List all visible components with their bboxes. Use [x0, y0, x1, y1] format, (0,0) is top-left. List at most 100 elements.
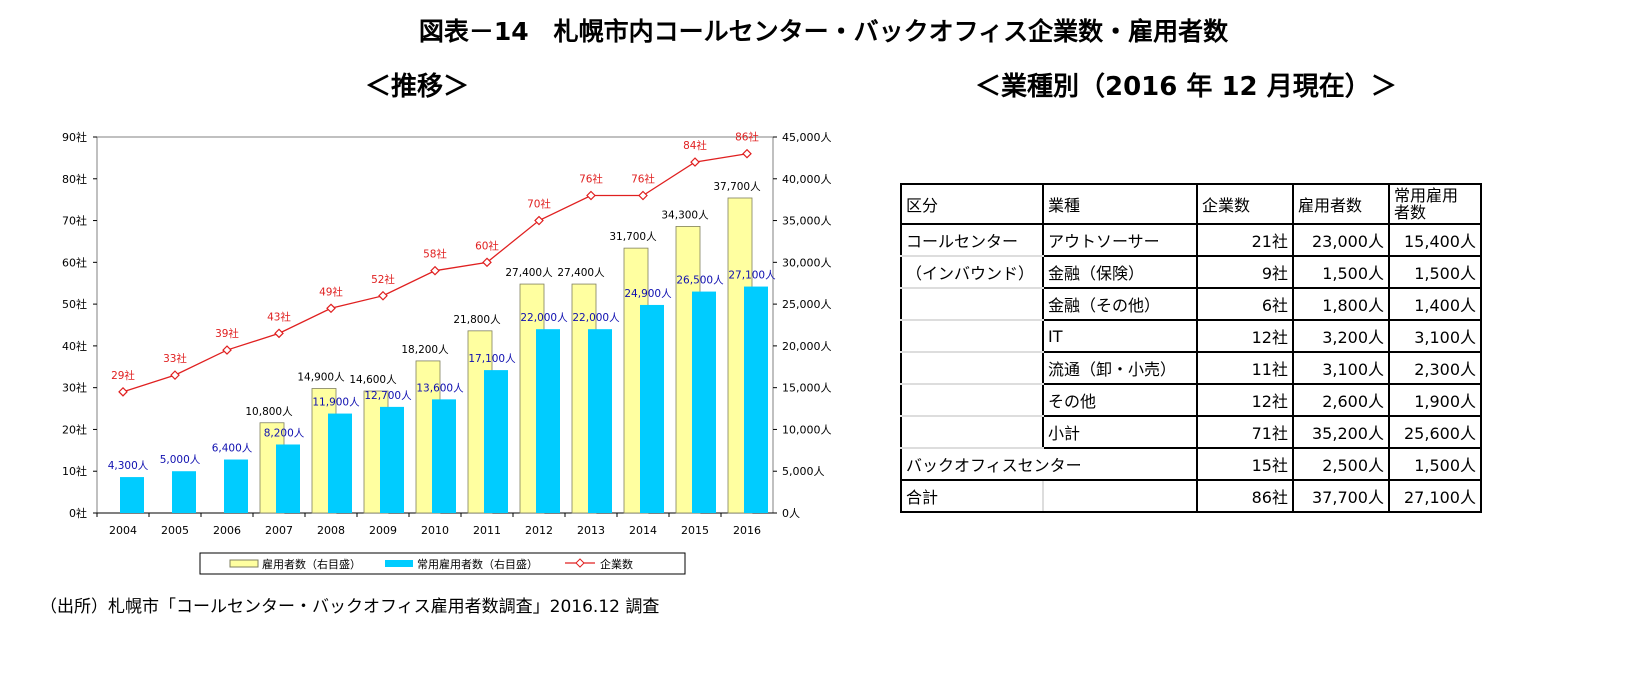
- cell-companies: 86社: [1196, 479, 1294, 513]
- regular-employees-bar-label: 12,700人: [364, 390, 412, 402]
- table-row: 流通（卸・小売） 11社 3,100人 2,300人: [900, 351, 1482, 385]
- regular-employees-bar-label: 27,100人: [728, 270, 776, 282]
- cell-companies: 71社: [1196, 415, 1294, 449]
- regular-employees-bar: [536, 329, 560, 513]
- table-row: 小計 71社 35,200人 25,600人: [900, 415, 1482, 449]
- table-row: IT 12社 3,200人 3,100人: [900, 319, 1482, 353]
- right-tick-label: 30,000人: [782, 256, 832, 269]
- regular-employees-bar-label: 6,400人: [212, 443, 253, 455]
- companies-label: 70社: [527, 198, 551, 211]
- cell-regular-employees: 27,100人: [1388, 479, 1482, 513]
- regular-employees-bar: [172, 471, 196, 513]
- regular-employees-bar-label: 11,900人: [312, 397, 360, 409]
- x-tick-label: 2012: [525, 524, 553, 537]
- right-tick-label: 45,000人: [782, 131, 832, 144]
- regular-employees-bar-label: 17,100人: [468, 353, 516, 365]
- companies-marker: [586, 190, 596, 201]
- header-companies: 企業数: [1196, 183, 1294, 225]
- regular-employees-bar: [432, 399, 456, 513]
- right-tick-label: 20,000人: [782, 340, 832, 353]
- cell-category: [900, 319, 1044, 353]
- x-tick-label: 2004: [109, 524, 137, 537]
- x-tick-label: 2005: [161, 524, 189, 537]
- regular-employees-bar: [120, 477, 144, 513]
- companies-marker: [482, 257, 492, 268]
- regular-employees-bar: [692, 291, 716, 513]
- companies-marker: [222, 345, 232, 355]
- employees-bar-label: 14,900人: [297, 372, 345, 384]
- employees-bar-label: 27,400人: [557, 267, 605, 279]
- regular-employees-bar: [588, 329, 612, 513]
- regular-employees-bar-label: 4,300人: [108, 460, 149, 472]
- companies-marker: [118, 386, 128, 397]
- table-row: バックオフィスセンター 15社 2,500人 1,500人: [900, 447, 1482, 481]
- x-tick-label: 2013: [577, 524, 605, 537]
- right-tick-label: 35,000人: [782, 215, 832, 228]
- cell-industry: 金融（その他）: [1042, 287, 1198, 321]
- cell-industry: 小計: [1042, 415, 1198, 449]
- left-tick-label: 70社: [62, 214, 87, 228]
- companies-label: 60社: [475, 239, 499, 252]
- table-header-row: 区分 業種 企業数 雇用者数 常用雇用 者数: [900, 183, 1482, 225]
- x-tick-label: 2015: [681, 524, 709, 537]
- companies-marker: [170, 370, 180, 380]
- regular-employees-bar: [380, 406, 404, 513]
- header-regular-employees: 常用雇用 者数: [1388, 183, 1482, 225]
- companies-marker: [534, 215, 544, 226]
- right-tick-label: 25,000人: [782, 298, 832, 311]
- cell-companies: 9社: [1196, 255, 1294, 289]
- cell-category: コールセンター: [900, 223, 1044, 257]
- x-tick-label: 2008: [317, 524, 345, 537]
- legend-companies-marker: [575, 558, 585, 568]
- cell-category: 合計: [900, 479, 1044, 513]
- cell-companies: 15社: [1196, 447, 1294, 481]
- cell-industry: 金融（保険）: [1042, 255, 1198, 289]
- cell-regular-employees: 3,100人: [1388, 319, 1482, 353]
- regular-employees-bar: [276, 444, 300, 513]
- companies-label: 49社: [319, 285, 343, 298]
- companies-marker: [690, 157, 700, 167]
- cell-regular-employees: 15,400人: [1388, 223, 1482, 257]
- regular-employees-bar: [640, 304, 664, 513]
- cell-category: [900, 287, 1044, 321]
- cell-industry: 流通（卸・小売）: [1042, 351, 1198, 385]
- cell-regular-employees: 1,500人: [1388, 255, 1482, 289]
- cell-employees: 37,700人: [1292, 479, 1390, 513]
- table-row: 金融（その他） 6社 1,800人 1,400人: [900, 287, 1482, 321]
- cell-category: （インバウンド）: [900, 255, 1044, 289]
- cell-industry: その他: [1042, 383, 1198, 417]
- industry-table: 区分 業種 企業数 雇用者数 常用雇用 者数 コールセンター アウトソーサー 21社 2…: [900, 183, 1482, 513]
- companies-marker: [430, 265, 440, 276]
- companies-label: 76社: [631, 172, 655, 185]
- employees-bar-label: 31,700人: [609, 231, 657, 243]
- legend-companies-label: 企業数: [600, 557, 633, 571]
- left-tick-label: 40社: [62, 339, 87, 353]
- header-line-1: 常用雇用: [1394, 186, 1459, 205]
- companies-label: 29社: [111, 369, 135, 382]
- cell-industry: IT: [1042, 319, 1198, 353]
- left-tick-label: 30社: [62, 381, 87, 395]
- cell-regular-employees: 2,300人: [1388, 351, 1482, 385]
- left-tick-label: 0社: [69, 506, 87, 520]
- companies-marker: [638, 190, 648, 201]
- companies-marker: [274, 328, 284, 339]
- cell-industry: [1042, 479, 1198, 513]
- cell-employees: 35,200人: [1292, 415, 1390, 449]
- legend: [199, 552, 686, 575]
- cell-regular-employees: 25,600人: [1388, 415, 1482, 449]
- right-tick-label: 5,000人: [782, 465, 825, 478]
- legend-regular-label: 常用雇用者数（右目盛）: [417, 557, 538, 571]
- header-employees: 雇用者数: [1292, 183, 1390, 225]
- cell-companies: 6社: [1196, 287, 1294, 321]
- employees-bar-label: 34,300人: [661, 209, 709, 221]
- right-tick-label: 15,000人: [782, 382, 832, 395]
- cell-employees: 23,000人: [1292, 223, 1390, 257]
- left-tick-label: 90社: [62, 130, 87, 144]
- x-tick-label: 2007: [265, 524, 293, 537]
- x-tick-label: 2014: [629, 524, 657, 537]
- trend-chart: 0社 10社 20社 30社 40社 50社 60社 70社 80社 90社 0人 5,000人 10,…: [62, 130, 832, 575]
- cell-employees: 3,100人: [1292, 351, 1390, 385]
- regular-employees-bar: [744, 286, 768, 513]
- cell-companies: 12社: [1196, 319, 1294, 353]
